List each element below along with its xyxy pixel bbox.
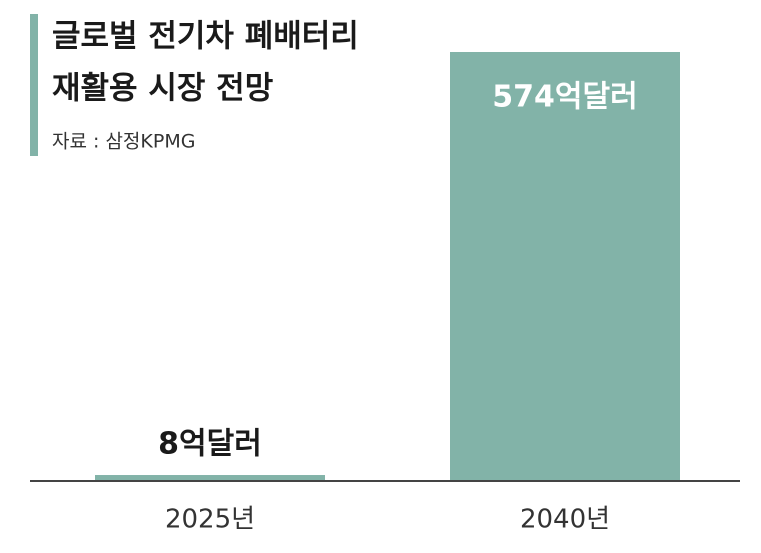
data-label: 8억달러 xyxy=(158,427,262,462)
title-accent xyxy=(30,14,38,156)
bar xyxy=(95,475,325,481)
x-tick-label: 2040년 xyxy=(520,505,610,535)
bar xyxy=(450,52,680,481)
x-tick-label: 2025년 xyxy=(165,505,255,535)
chart-title-line: 글로벌 전기차 폐배터리 xyxy=(52,19,359,55)
chart-subtitle: 자료 : 삼정KPMG xyxy=(52,131,195,153)
chart-title-line: 재활용 시장 전망 xyxy=(52,71,273,107)
data-label: 574억달러 xyxy=(492,80,637,115)
